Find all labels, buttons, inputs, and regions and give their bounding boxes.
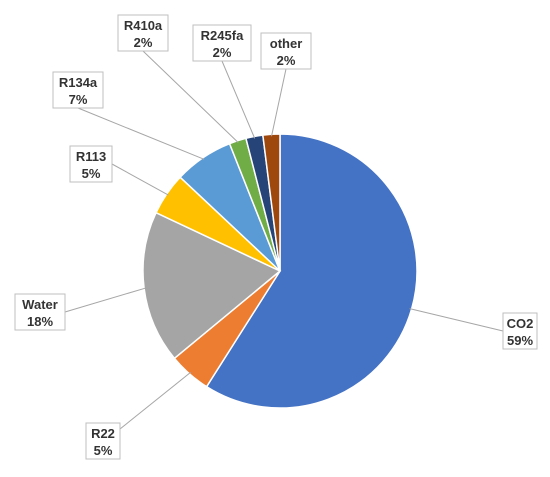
- pie-slices: [142, 133, 418, 409]
- data-label-value: 5%: [82, 166, 101, 181]
- data-label-other: other 2%: [260, 32, 312, 70]
- data-label-name: R134a: [59, 75, 98, 90]
- data-label-name: R113: [76, 149, 106, 164]
- leader-line-r113: [111, 163, 169, 196]
- data-label-value: 2%: [213, 45, 232, 60]
- data-label-value: 2%: [134, 35, 153, 50]
- data-label-box: [192, 24, 252, 62]
- leader-line-water: [64, 287, 147, 313]
- data-label-box: [14, 293, 66, 331]
- data-label-r410a: R410a 2%: [117, 14, 169, 52]
- data-label-value: 7%: [69, 92, 88, 107]
- data-label-water: Water 18%: [14, 293, 66, 331]
- data-label-r245fa: R245fa 2%: [192, 24, 252, 62]
- data-label-value: 2%: [277, 53, 296, 68]
- data-label-box: [260, 32, 312, 70]
- data-label-box: [117, 14, 169, 52]
- data-label-name: Water: [22, 297, 58, 312]
- data-label-value: 59%: [507, 333, 533, 348]
- leader-line-other: [271, 68, 287, 137]
- data-label-box: [85, 422, 121, 460]
- leader-line-r245fa: [221, 60, 256, 139]
- data-label-box: [502, 312, 538, 350]
- data-label-name: R245fa: [201, 28, 244, 43]
- data-label-box: [69, 145, 113, 183]
- leader-line-co2: [409, 308, 504, 332]
- data-label-box: [52, 71, 104, 109]
- leader-line-r22: [119, 371, 192, 430]
- data-label-r113: R113 5%: [69, 145, 113, 183]
- leader-lines: [64, 50, 504, 430]
- pie-slice-other: [261, 133, 281, 272]
- data-label-r134a: R134a 7%: [52, 71, 104, 109]
- leader-line-r134a: [77, 107, 205, 160]
- data-label-name: R22: [91, 426, 115, 441]
- data-label-value: 18%: [27, 314, 53, 329]
- data-label-name: CO2: [507, 316, 534, 331]
- data-label-value: 5%: [94, 443, 113, 458]
- data-label-name: R410a: [124, 18, 163, 33]
- data-label-name: other: [270, 36, 303, 51]
- leader-line-r410a: [142, 50, 239, 143]
